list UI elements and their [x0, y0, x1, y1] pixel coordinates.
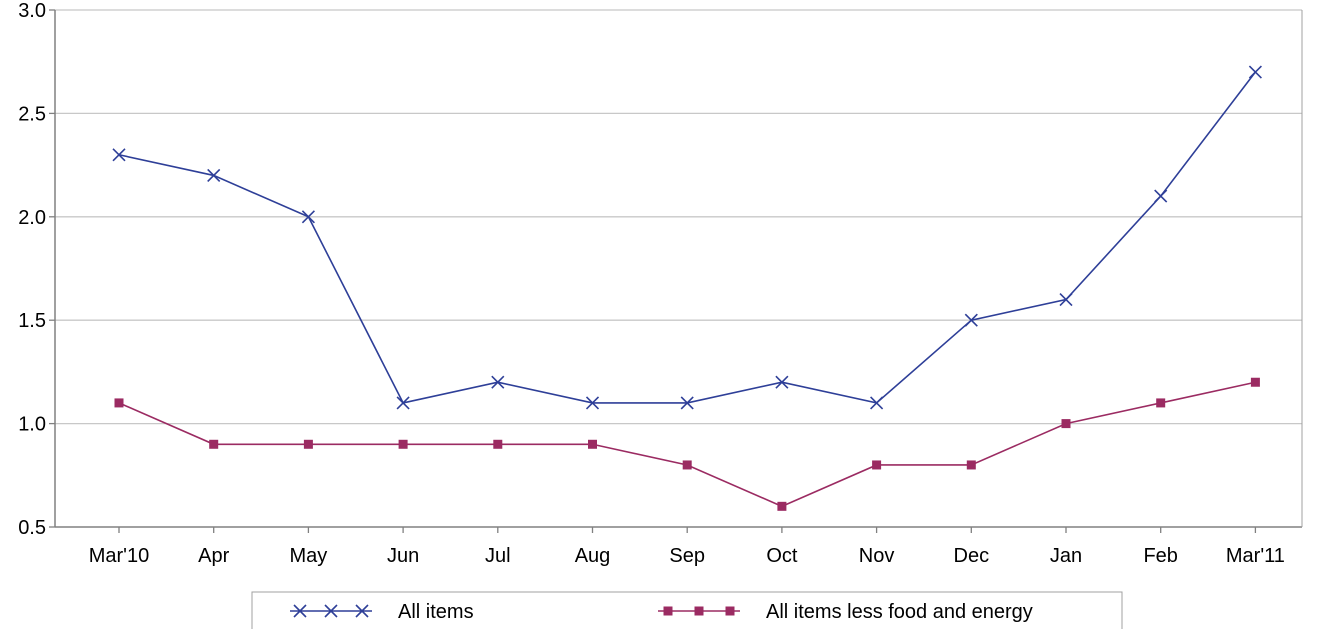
data-point — [209, 439, 219, 449]
x-tick-label: Mar'11 — [1226, 545, 1285, 567]
y-tick-label: 2.0 — [18, 207, 46, 229]
data-point — [775, 375, 789, 389]
legend: All items All items less food and energy — [251, 591, 1123, 629]
data-point — [588, 439, 597, 449]
data-point — [870, 396, 884, 410]
y-axis-ticks: 0.5 1.0 1.5 2.0 2.5 3.0 — [18, 0, 55, 539]
x-tick-label: May — [290, 545, 328, 567]
legend-marker-all-items — [290, 604, 372, 618]
data-point — [1061, 419, 1071, 429]
data-point — [398, 439, 408, 449]
data-point — [964, 313, 978, 327]
data-point — [1250, 377, 1260, 387]
data-point — [1248, 65, 1262, 79]
y-tick-label: 1.0 — [18, 414, 46, 436]
legend-marker-all-items-less-food-and-energy — [658, 606, 740, 616]
y-tick-label: 1.5 — [18, 310, 46, 332]
series-line-all-items-less-food-and-energy — [118, 381, 1256, 508]
y-tick-label: 2.5 — [18, 103, 46, 125]
data-point — [680, 396, 694, 410]
legend-marker-point — [324, 604, 338, 618]
data-point — [112, 148, 126, 162]
data-point — [303, 439, 313, 449]
series-all-items — [112, 65, 1262, 410]
data-point — [114, 398, 124, 408]
x-tick-label: Jan — [1050, 545, 1082, 567]
data-point — [1059, 292, 1073, 307]
data-point — [1156, 398, 1166, 408]
x-tick-label: Aug — [575, 545, 611, 567]
series — [112, 65, 1262, 511]
legend-marker-point — [725, 606, 735, 616]
y-tick-label: 0.5 — [18, 517, 46, 539]
legend-marker-point — [355, 604, 369, 618]
data-point — [301, 210, 315, 224]
y-tick-label: 3.0 — [18, 0, 46, 22]
data-point — [682, 460, 692, 470]
legend-item-core: All items less food and energy — [658, 601, 1033, 623]
legend-marker-point — [663, 606, 673, 616]
gridlines — [55, 9, 1302, 425]
x-tick-label: Feb — [1143, 545, 1177, 567]
x-tick-label: Apr — [198, 545, 229, 567]
axes — [54, 10, 1303, 528]
x-tick-label: Jul — [485, 545, 511, 567]
x-tick-label: Oct — [766, 545, 798, 567]
legend-marker-point — [694, 606, 704, 616]
x-axis-ticks: Mar'10 Apr May Jun Jul Aug Sep Oct Nov Dec Jan Feb M… — [89, 527, 1285, 567]
data-point — [585, 396, 600, 410]
legend-marker-point — [293, 604, 307, 618]
data-point — [777, 501, 787, 511]
series-all-items-less-food-and-energy — [114, 377, 1260, 511]
data-point — [207, 168, 221, 183]
data-point — [966, 460, 976, 470]
data-point — [1154, 189, 1168, 203]
legend-label-all-items-less-food-and-energy: All items less food and energy — [766, 601, 1033, 623]
x-tick-label: Sep — [669, 545, 705, 567]
data-point — [872, 460, 882, 470]
x-tick-label: Dec — [954, 545, 990, 567]
x-tick-label: Jun — [387, 545, 419, 567]
data-point — [491, 375, 505, 389]
series-line-all-items — [118, 71, 1257, 404]
legend-item-all-items: All items — [290, 601, 474, 623]
x-tick-label: Nov — [859, 545, 895, 567]
legend-label-all-items: All items — [398, 601, 474, 623]
x-tick-label: Mar'10 — [89, 545, 150, 567]
data-point — [396, 396, 410, 410]
data-point — [493, 439, 503, 449]
